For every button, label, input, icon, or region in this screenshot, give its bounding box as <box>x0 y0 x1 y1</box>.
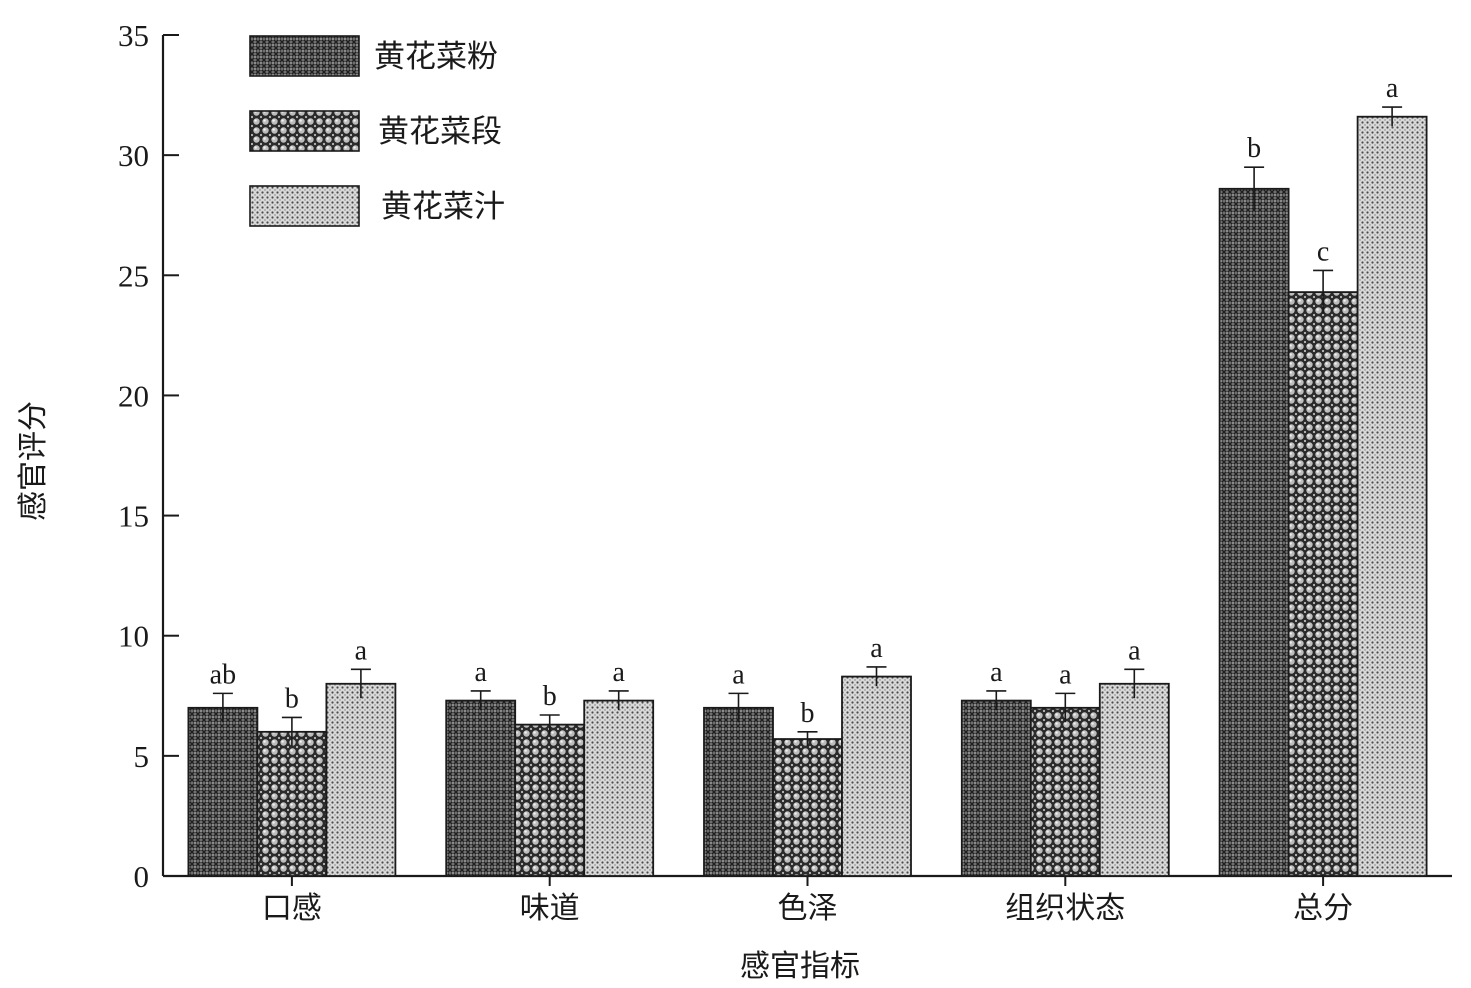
significance-label: a <box>870 633 883 664</box>
significance-label: a <box>474 657 487 688</box>
bar <box>256 730 328 877</box>
significance-label: a <box>612 657 625 688</box>
significance-label: a <box>732 659 745 690</box>
legend-label: 黄花菜段 <box>378 114 502 150</box>
significance-label: a <box>1128 635 1141 666</box>
y-tick-label: 15 <box>118 499 149 534</box>
significance-label: ab <box>210 659 236 690</box>
bar <box>1218 187 1290 877</box>
bar <box>445 699 517 877</box>
x-tick-label: 味道 <box>520 891 580 926</box>
significance-label: b <box>543 681 557 712</box>
bar <box>187 706 259 877</box>
y-axis-title: 感官评分 <box>16 401 51 521</box>
y-tick-label: 0 <box>134 859 150 894</box>
x-tick-label: 组织状态 <box>1005 891 1125 926</box>
significance-label: c <box>1317 236 1329 267</box>
y-tick-label: 10 <box>118 619 149 654</box>
y-tick-label: 35 <box>118 18 149 53</box>
significance-label: b <box>1247 133 1261 164</box>
bar <box>1029 706 1101 877</box>
bar <box>1098 682 1170 877</box>
y-tick-label: 25 <box>118 258 149 293</box>
legend-swatch <box>249 185 360 227</box>
bar <box>960 699 1032 877</box>
axis-labels-layer: 感官指标 感官评分 <box>16 401 860 984</box>
y-tick-label: 20 <box>118 378 149 413</box>
bar <box>514 723 586 877</box>
x-tick-label: 总分 <box>1293 891 1353 926</box>
x-tick-label: 色泽 <box>778 891 838 926</box>
bar <box>325 682 397 877</box>
bar <box>841 675 912 877</box>
significance-label: a <box>1059 659 1072 690</box>
legend-label: 黄花菜粉 <box>374 39 498 75</box>
bar <box>1356 115 1428 877</box>
legend-swatch <box>249 110 360 152</box>
x-axis-title: 感官指标 <box>740 949 860 984</box>
y-tick-label: 30 <box>118 138 149 173</box>
significance-label: a <box>990 657 1003 688</box>
bar <box>703 706 774 877</box>
y-tick-label: 5 <box>134 739 150 774</box>
axes-layer: 0 5 10 15 20 25 30 35 口感 味道 色泽 组织状态 总分 <box>118 18 1452 926</box>
significance-label: a <box>1386 73 1399 104</box>
legend-label: 黄花菜汁 <box>381 189 505 225</box>
significance-label: b <box>801 698 815 729</box>
significance-label: a <box>355 635 368 666</box>
legend-swatch <box>249 35 360 77</box>
x-tick-label: 口感 <box>262 891 322 926</box>
bar <box>772 738 843 877</box>
bar <box>1287 291 1359 877</box>
bar <box>583 699 655 877</box>
significance-label: b <box>285 683 299 714</box>
